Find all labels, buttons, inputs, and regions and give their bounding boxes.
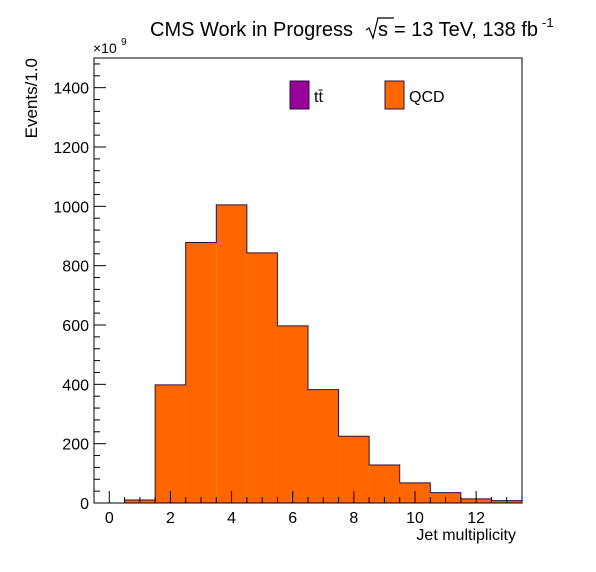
- bar-qcd-bin-3: [185, 242, 217, 503]
- x-tick-label: 0: [105, 510, 114, 527]
- sqrt-symbol: [365, 17, 394, 40]
- bar-qcd-bin-4: [216, 204, 247, 503]
- x-tick-label: 6: [288, 510, 297, 527]
- histogram-outline-qcd: [124, 204, 523, 503]
- y-tick-label: 1200: [53, 140, 89, 157]
- y-multiplier-exponent: 9: [121, 37, 127, 48]
- bar-qcd-bin-2: [155, 384, 186, 503]
- y-multiplier-base: ×10: [93, 40, 117, 56]
- x-tick-label: 10: [406, 510, 424, 527]
- y-tick-label: 600: [62, 318, 89, 335]
- histogram-bars: [124, 204, 523, 503]
- title: CMS Work in Progress s = 13 TeV, 138 fb …: [150, 15, 554, 41]
- legend: tt̄ QCD: [289, 80, 445, 110]
- y-tick-label: 800: [62, 259, 89, 276]
- legend-swatch-tt: [289, 80, 310, 110]
- bar-qcd-bin-9: [369, 465, 400, 503]
- title-superscript: -1: [542, 15, 554, 30]
- x-axis-label: Jet multiplicity: [416, 527, 516, 544]
- y-tick-label: 0: [80, 496, 89, 513]
- title-sqrt-s: s: [378, 19, 388, 41]
- y-tick-label: 1000: [53, 199, 89, 216]
- x-tick-label: 8: [349, 510, 358, 527]
- y-axis: 0 200 400 600 800 1000 1200 1400: [53, 63, 106, 513]
- x-tick-label: 2: [166, 510, 175, 527]
- y-tick-label: 200: [62, 437, 89, 454]
- title-text: CMS Work in Progress: [150, 19, 353, 41]
- y-axis-label: Events/1.0: [22, 58, 41, 138]
- bar-qcd-bin-7: [308, 389, 339, 503]
- y-tick-label: 1400: [53, 81, 89, 98]
- legend-swatch-qcd: [384, 80, 405, 110]
- x-axis: 0 2 4 6 8 10 12: [93, 491, 523, 527]
- bar-qcd-bin-5: [246, 252, 278, 503]
- x-tick-label: 12: [467, 510, 485, 527]
- x-tick-label: 4: [227, 510, 236, 527]
- y-tick-label: 400: [62, 377, 89, 394]
- legend-label-tt: tt̄: [314, 89, 323, 106]
- bar-qcd-bin-6: [277, 325, 308, 503]
- legend-label-qcd: QCD: [409, 89, 445, 106]
- title-energy: = 13 TeV, 138 fb: [394, 19, 538, 41]
